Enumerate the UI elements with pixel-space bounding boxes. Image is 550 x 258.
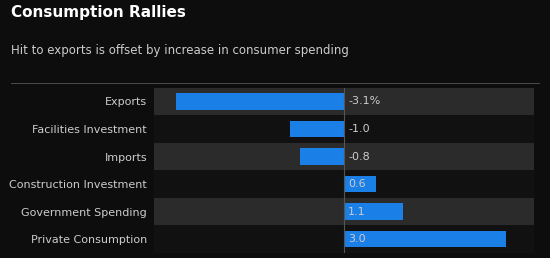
Text: 1.1: 1.1 <box>348 207 366 216</box>
Text: 0.6: 0.6 <box>348 179 366 189</box>
Text: -3.1%: -3.1% <box>348 96 381 107</box>
Bar <box>344 176 376 192</box>
Bar <box>344 203 403 220</box>
Bar <box>154 170 534 198</box>
Text: Hit to exports is offset by increase in consumer spending: Hit to exports is offset by increase in … <box>11 44 349 57</box>
Text: Consumption Rallies: Consumption Rallies <box>11 5 186 20</box>
Bar <box>175 93 344 110</box>
Text: 3.0: 3.0 <box>348 234 366 244</box>
Bar <box>344 231 507 247</box>
Bar <box>154 198 534 225</box>
Bar <box>300 148 344 165</box>
Bar <box>154 115 534 143</box>
Text: -0.8: -0.8 <box>348 151 370 162</box>
Bar <box>154 143 534 170</box>
Bar <box>289 121 344 137</box>
Text: -1.0: -1.0 <box>348 124 370 134</box>
Bar <box>154 88 534 115</box>
Bar <box>154 225 534 253</box>
